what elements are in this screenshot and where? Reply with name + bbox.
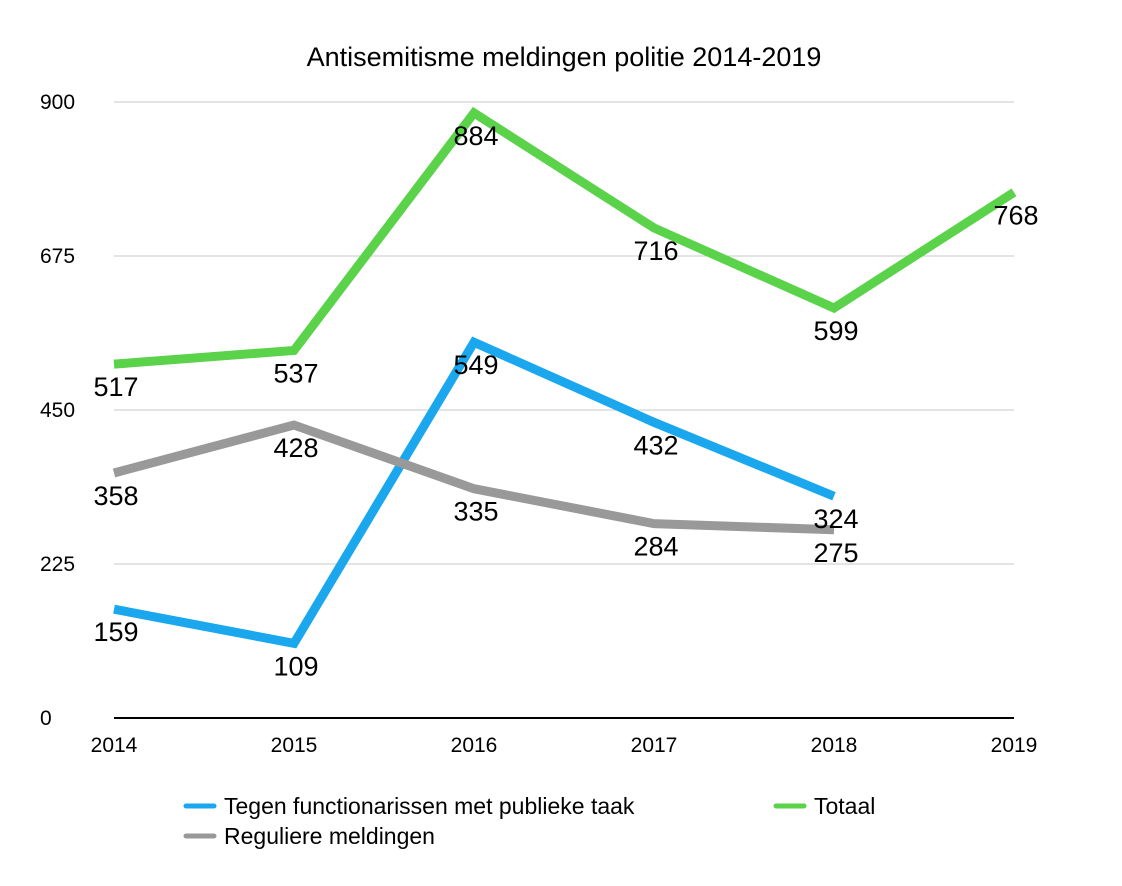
data-label: 517 [93, 372, 138, 402]
y-tick-label: 225 [40, 553, 75, 576]
series-line-2 [112, 420, 835, 535]
legend-label-series-2: Reguliere meldingen [224, 823, 435, 849]
x-tick-label: 2016 [451, 734, 498, 757]
legend-item-series-1[interactable]: Tegen functionarissen met publieke taak [183, 793, 635, 819]
legend: Tegen functionarissen met publieke taak … [183, 793, 875, 849]
y-tick-label: 675 [40, 245, 75, 268]
data-label: 324 [813, 504, 858, 534]
series-line-1 [113, 336, 836, 649]
data-label: 275 [813, 538, 858, 568]
data-label: 335 [453, 497, 498, 527]
legend-label-series-1: Tegen functionarissen met publieke taak [224, 793, 635, 819]
data-label: 432 [633, 430, 678, 460]
chart-title: Antisemitisme meldingen politie 2014-201… [307, 42, 822, 72]
data-label: 358 [93, 481, 138, 511]
legend-item-series-3[interactable]: Totaal [773, 793, 875, 819]
x-tick-label: 2019 [991, 734, 1038, 757]
x-tick-label: 2015 [271, 734, 318, 757]
data-label: 284 [633, 532, 678, 562]
data-label: 716 [633, 236, 678, 266]
series-line-3 [113, 106, 1017, 369]
data-label: 884 [453, 121, 498, 151]
data-label: 537 [273, 358, 318, 388]
y-tick-label: 0 [40, 707, 52, 730]
data-label: 159 [93, 617, 138, 647]
legend-label-series-3: Totaal [814, 793, 875, 819]
y-tick-label: 900 [40, 91, 75, 114]
y-axis-ticks: 0 225 450 675 900 [40, 91, 75, 730]
data-label: 428 [273, 433, 318, 463]
data-label: 109 [273, 651, 318, 681]
gridlines [114, 101, 1014, 719]
data-label: 549 [453, 350, 498, 380]
data-label: 599 [813, 316, 858, 346]
y-tick-label: 450 [40, 399, 75, 422]
x-tick-label: 2014 [91, 734, 138, 757]
series-lines [112, 106, 1017, 649]
data-labels: 159 109 549 432 324 358 428 335 284 275 517 537 884 7… [93, 121, 1038, 681]
x-tick-label: 2018 [811, 734, 858, 757]
x-tick-label: 2017 [631, 734, 678, 757]
data-label: 768 [993, 200, 1038, 230]
legend-item-series-2[interactable]: Reguliere meldingen [183, 823, 435, 849]
x-axis-ticks: 2014 2015 2016 2017 2018 2019 [91, 734, 1038, 757]
